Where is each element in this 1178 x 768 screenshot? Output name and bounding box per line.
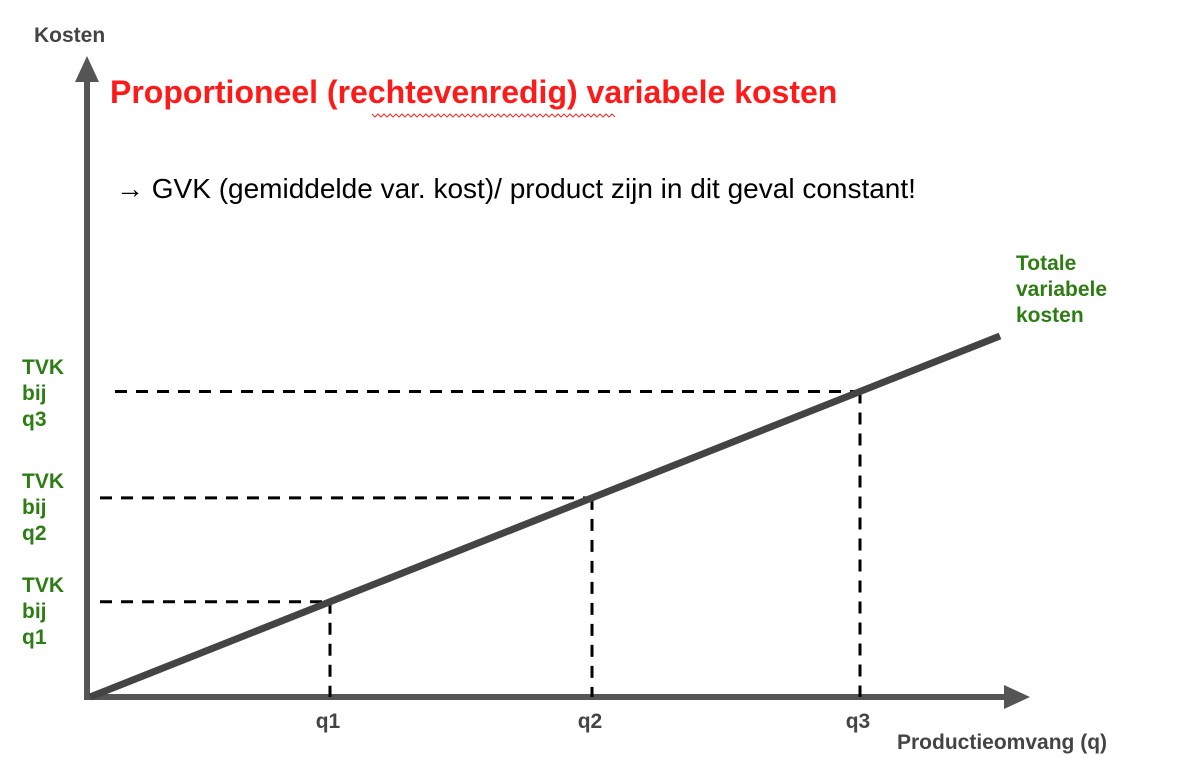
level-label-line: TVK bbox=[22, 574, 64, 597]
level-label-q2: TVK bij q2 bbox=[22, 470, 64, 545]
x-axis-arrow-icon bbox=[1004, 685, 1030, 709]
level-labels: TVK bij q1 TVK bij q2 TVK bij q3 bbox=[22, 356, 64, 649]
chart-title: Proportioneel (rechtevenredig) variabele… bbox=[110, 74, 837, 110]
level-label-q1: TVK bij q1 bbox=[22, 574, 64, 649]
level-label-line: q2 bbox=[22, 522, 47, 545]
chart-subtitle: → GVK (gemiddelde var. kost)/ product zi… bbox=[116, 173, 916, 204]
level-label-line: TVK bbox=[22, 470, 64, 493]
x-tick-labels: q1 q2 q3 bbox=[316, 710, 871, 733]
series-label-line: variabele bbox=[1016, 278, 1107, 301]
level-label-line: q1 bbox=[22, 626, 47, 649]
y-axis-title: Kosten bbox=[34, 24, 105, 47]
series-label-line: Totale bbox=[1016, 252, 1076, 275]
level-label-line: TVK bbox=[22, 356, 64, 379]
guide-lines bbox=[100, 390, 862, 697]
y-axis-arrow-icon bbox=[75, 56, 99, 82]
x-tick-label-q3: q3 bbox=[846, 710, 871, 733]
x-axis-title: Productieomvang (q) bbox=[897, 731, 1107, 754]
level-label-line: q3 bbox=[22, 408, 47, 431]
series-label: Totale variabele kosten bbox=[1016, 252, 1107, 327]
level-label-q3: TVK bij q3 bbox=[22, 356, 64, 431]
level-label-line: bij bbox=[22, 600, 47, 623]
spellcheck-underline bbox=[371, 113, 616, 118]
x-tick-label-q1: q1 bbox=[316, 710, 341, 733]
level-label-line: bij bbox=[22, 382, 47, 405]
series-line-totale-variabele-kosten bbox=[88, 332, 1002, 701]
level-label-line: bij bbox=[22, 496, 47, 519]
series-label-line: kosten bbox=[1016, 304, 1084, 327]
x-tick-label-q2: q2 bbox=[578, 710, 603, 733]
